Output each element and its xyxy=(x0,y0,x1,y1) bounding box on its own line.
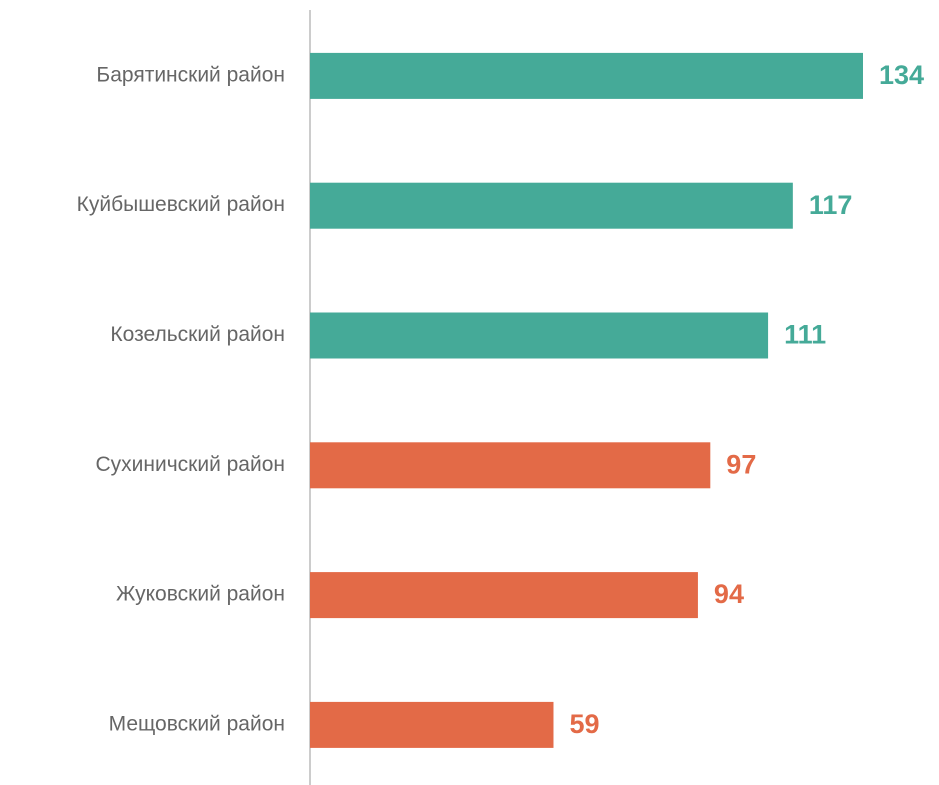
value-label: 134 xyxy=(879,60,924,90)
bar xyxy=(310,701,554,748)
value-label: 97 xyxy=(726,449,756,479)
y-tick-label: Куйбышевский район xyxy=(77,193,285,216)
bar xyxy=(310,572,698,619)
y-tick-label: Сухиничский район xyxy=(95,453,285,476)
y-tick-label: Жуковский район xyxy=(116,583,285,606)
value-label: 59 xyxy=(569,709,599,739)
y-tick-label: Козельский район xyxy=(110,323,285,346)
y-tick-label: Мещовский район xyxy=(109,712,285,735)
bar xyxy=(310,442,711,489)
bar xyxy=(310,312,769,359)
bar xyxy=(310,52,863,99)
value-label: 94 xyxy=(714,579,744,609)
bar xyxy=(310,182,793,229)
value-label: 117 xyxy=(809,190,853,220)
y-tick-label: Барятинский район xyxy=(96,63,285,86)
value-label: 111 xyxy=(784,320,826,350)
